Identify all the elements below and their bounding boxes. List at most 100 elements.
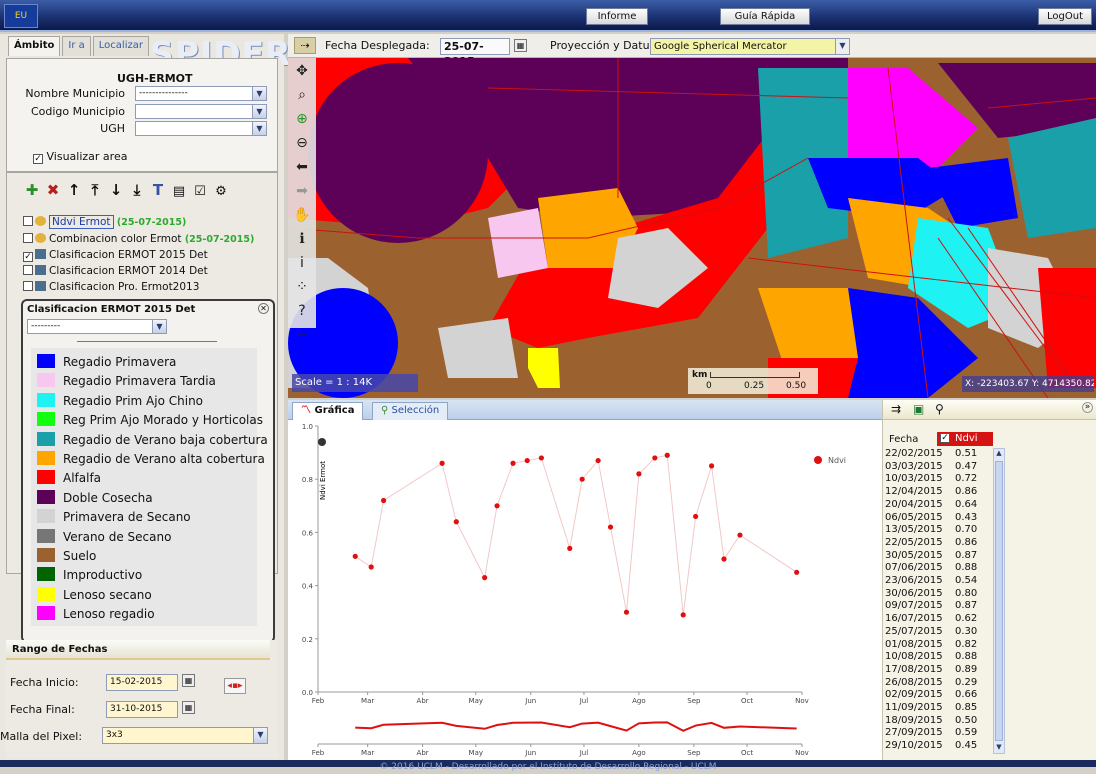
- pan-icon[interactable]: ✥: [296, 63, 308, 79]
- expand-icon[interactable]: »: [1082, 402, 1093, 413]
- fecha-final-input[interactable]: 31-10-2015: [106, 701, 178, 718]
- legend-select[interactable]: --------- ▼: [27, 319, 167, 334]
- fecha-desplegada-input[interactable]: 25-07-2015: [440, 38, 510, 68]
- table-row[interactable]: 11/09/2015 0.85: [885, 702, 977, 713]
- table-row[interactable]: 17/08/2015 0.89: [885, 664, 977, 675]
- move-top-icon[interactable]: ⤒: [91, 181, 99, 199]
- row-date: 18/09/2015: [885, 714, 943, 726]
- table-row[interactable]: 23/06/2015 0.54: [885, 575, 977, 586]
- layer-item[interactable]: ✓ Clasificacion ERMOT 2015 Det: [23, 249, 208, 262]
- back-arrow-icon[interactable]: ⬅: [296, 159, 308, 175]
- tab-grafica[interactable]: 〽 Gráfica: [292, 402, 364, 420]
- table-row[interactable]: 25/07/2015 0.30: [885, 626, 977, 637]
- config-icon[interactable]: ⚙: [215, 184, 227, 199]
- table-row[interactable]: 09/07/2015 0.87: [885, 600, 977, 611]
- table-row[interactable]: 30/05/2015 0.87: [885, 550, 977, 561]
- forward-arrow-icon[interactable]: ➡: [296, 183, 308, 199]
- zoom-table-icon[interactable]: ⚲: [935, 402, 944, 416]
- map-vertical-toolbar: ✥ ⌕ ⊕ ⊖ ⬅ ➡ ✋ ℹ i ⁘ ? ⊢: [288, 58, 316, 343]
- layer-item[interactable]: Clasificacion ERMOT 2014 Det: [23, 265, 208, 277]
- table-row[interactable]: 30/06/2015 0.80: [885, 588, 977, 599]
- remove-layer-icon[interactable]: ✖: [46, 181, 60, 199]
- query-icon[interactable]: ?: [298, 303, 306, 319]
- apply-range-icon[interactable]: ◂▪▸: [224, 678, 246, 694]
- measure-icon[interactable]: ⊢: [295, 327, 309, 343]
- table-row[interactable]: 29/10/2015 0.45: [885, 740, 977, 751]
- visualizar-area-label: Visualizar area: [46, 150, 128, 163]
- table-row[interactable]: 12/04/2015 0.86: [885, 486, 977, 497]
- table-row[interactable]: 18/09/2015 0.50: [885, 714, 977, 726]
- close-icon[interactable]: ✕: [258, 303, 269, 314]
- scroll-thumb[interactable]: [995, 461, 1003, 741]
- move-down-icon[interactable]: ↓: [109, 181, 123, 199]
- calendar-icon[interactable]: ▦: [182, 674, 195, 687]
- checkbox-icon[interactable]: [23, 265, 33, 275]
- visualizar-area-checkbox[interactable]: ✓ Visualizar area: [33, 150, 127, 164]
- tab-ambito[interactable]: Ámbito: [8, 36, 61, 56]
- checkbox-icon[interactable]: [23, 281, 33, 291]
- checkbox-icon[interactable]: ✓: [940, 433, 950, 443]
- hand-icon[interactable]: ✋: [293, 207, 311, 223]
- table-row[interactable]: 10/08/2015 0.88: [885, 651, 977, 662]
- checkbox-icon[interactable]: ✓: [23, 252, 33, 262]
- scroll-down-icon[interactable]: ▼: [996, 743, 1002, 751]
- zoom-in-icon[interactable]: ⊕: [296, 111, 308, 127]
- pixel-select-icon[interactable]: ⁘: [296, 279, 308, 295]
- tab-seleccion[interactable]: ⚲ Selección: [372, 402, 449, 420]
- info-time-icon[interactable]: i: [300, 255, 304, 271]
- table-row[interactable]: 07/06/2015 0.88: [885, 562, 977, 573]
- classification-icon: [35, 265, 46, 275]
- ugh-select[interactable]: ▼: [135, 121, 267, 136]
- calendar-icon[interactable]: ▦: [182, 701, 195, 714]
- proyeccion-select[interactable]: Google Spherical Mercator ▼: [650, 38, 850, 55]
- table-row[interactable]: 20/04/2015 0.64: [885, 499, 977, 510]
- tab-localizar[interactable]: Localizar: [92, 36, 149, 56]
- row-value: 0.82: [955, 638, 978, 650]
- export-icon[interactable]: ⇉: [891, 402, 902, 416]
- logout-button[interactable]: LogOut: [1038, 8, 1092, 25]
- map-export-icon[interactable]: ⇢: [294, 37, 316, 54]
- add-layer-icon[interactable]: ✚: [25, 181, 39, 199]
- table-row[interactable]: 10/03/2015 0.72: [885, 473, 977, 484]
- checkbox-icon[interactable]: [23, 233, 33, 243]
- data-point: [352, 553, 358, 559]
- nombre-municipio-select[interactable]: --------------- ▼: [135, 86, 267, 101]
- excel-icon[interactable]: ▣: [913, 402, 925, 416]
- info-icon[interactable]: ☑: [194, 184, 206, 199]
- table-row[interactable]: 06/05/2015 0.43: [885, 512, 977, 523]
- table-row[interactable]: 03/03/2015 0.47: [885, 461, 977, 472]
- zoom-out-icon[interactable]: ⊖: [296, 135, 308, 151]
- fecha-inicio-input[interactable]: 15-02-2015: [106, 674, 178, 691]
- table-row[interactable]: 01/08/2015 0.82: [885, 639, 977, 650]
- table-row[interactable]: 16/07/2015 0.62: [885, 613, 977, 624]
- table-row[interactable]: 22/05/2015 0.86: [885, 537, 977, 548]
- column-ndvi-header[interactable]: ✓ Ndvi: [937, 432, 993, 446]
- zoom-extent-icon[interactable]: ⌕: [298, 87, 306, 103]
- layer-item[interactable]: Ndvi Ermot (25-07-2015): [23, 215, 186, 229]
- table-row[interactable]: 13/05/2015 0.70: [885, 524, 977, 535]
- table-scrollbar[interactable]: ▲ ▼: [993, 448, 1005, 754]
- table-row[interactable]: 27/09/2015 0.59: [885, 727, 977, 738]
- table-row[interactable]: 22/02/2015 0.51: [885, 448, 977, 459]
- informe-button[interactable]: Informe: [586, 8, 648, 25]
- text-icon[interactable]: T: [152, 181, 164, 199]
- layer-item[interactable]: Clasificacion Pro. Ermot2013: [23, 281, 199, 293]
- info-icon[interactable]: ℹ: [299, 231, 305, 247]
- layer-item[interactable]: Combinacion color Ermot (25-07-2015): [23, 233, 254, 245]
- move-bottom-icon[interactable]: ⤓: [133, 181, 141, 199]
- calendar-icon[interactable]: ▦: [514, 39, 527, 52]
- top-bar: EU Informe Guía Rápida LogOut: [0, 0, 1096, 32]
- scroll-up-icon[interactable]: ▲: [996, 449, 1002, 457]
- malla-pixel-select[interactable]: 3x3 ▼: [102, 727, 268, 744]
- map-canvas[interactable]: Scale = 1 : 14K km 0 0.25 0.50 X: -22340…: [288, 58, 1096, 398]
- codigo-municipio-select[interactable]: ▼: [135, 104, 267, 119]
- list-icon[interactable]: ▤: [172, 184, 186, 199]
- move-up-icon[interactable]: ↑: [67, 181, 81, 199]
- data-point: [453, 519, 459, 525]
- data-point: [708, 463, 715, 469]
- checkbox-icon[interactable]: [23, 216, 33, 226]
- tab-ir-a[interactable]: Ir a: [62, 36, 91, 56]
- guia-rapida-button[interactable]: Guía Rápida: [720, 8, 810, 25]
- table-row[interactable]: 02/09/2015 0.66: [885, 689, 977, 700]
- table-row[interactable]: 26/08/2015 0.29: [885, 677, 977, 688]
